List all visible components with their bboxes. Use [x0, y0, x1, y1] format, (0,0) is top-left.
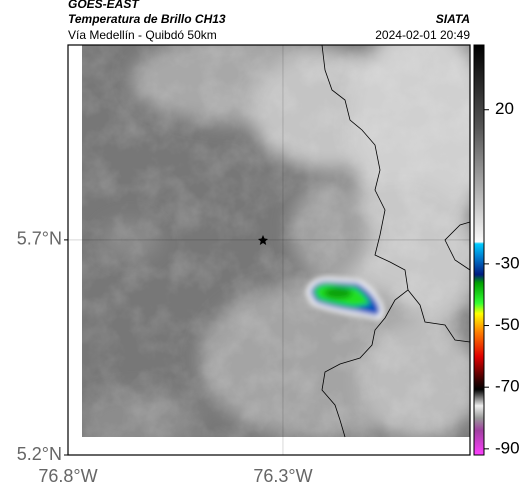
map-frame — [67, 44, 471, 456]
title: GOES-EAST — [68, 0, 140, 11]
no-data-strip — [82, 437, 470, 455]
x-tick-label: 76.3°W — [253, 466, 312, 486]
colorbar-tick-label: -70 — [495, 377, 520, 396]
route: Vía Medellín - Quibdó 50km — [68, 28, 217, 42]
imagery — [82, 45, 470, 437]
x-tick-label: 76.8°W — [38, 466, 97, 486]
y-tick-label: 5.2°N — [17, 444, 62, 464]
source: SIATA — [436, 12, 470, 26]
no-data-strip — [68, 45, 82, 455]
subtitle: Temperatura de Brillo CH13 — [68, 12, 226, 26]
colorbar-tick-label: -30 — [495, 253, 520, 272]
colorbar-tick-label: -90 — [495, 438, 520, 457]
colorbar-tick-label: -50 — [495, 315, 520, 334]
y-tick-label: 5.7°N — [17, 229, 62, 249]
datetime: 2024-02-01 20:49 — [375, 28, 470, 42]
colorbar — [473, 44, 485, 456]
colorbar-tick-label: 20 — [495, 99, 514, 118]
station-marker — [258, 235, 268, 245]
borders — [321, 44, 471, 438]
